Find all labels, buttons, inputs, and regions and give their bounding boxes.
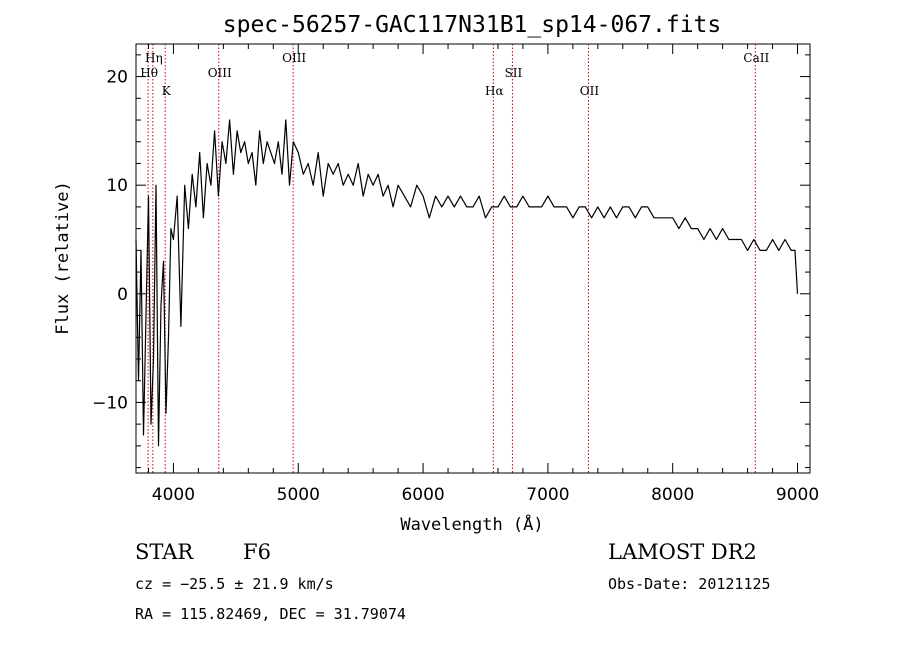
spectrum-trace xyxy=(135,119,799,447)
y-axis-ticks: 20 10 0 −10 xyxy=(92,54,810,469)
x-axis-label: Wavelength (Å) xyxy=(400,513,543,535)
spectral-line-label: Hη xyxy=(145,51,163,65)
y-tick-label: −10 xyxy=(92,393,128,413)
spectral-line-label: K xyxy=(162,84,172,98)
x-tick-label: 9000 xyxy=(776,485,819,505)
spectral-line-label: OII xyxy=(580,84,600,98)
spectral-line-label: SII xyxy=(505,66,523,80)
plot-border xyxy=(135,43,811,474)
coordinates-text: RA = 115.82469, DEC = 31.79074 xyxy=(135,605,406,623)
spectral-line-label: Hθ xyxy=(140,66,158,80)
x-tick-label: 7000 xyxy=(526,485,569,505)
y-tick-label: 20 xyxy=(106,68,128,88)
x-tick-label: 8000 xyxy=(651,485,694,505)
survey-name: LAMOST DR2 xyxy=(608,540,757,564)
spectrum-line xyxy=(135,119,799,447)
plot-frame xyxy=(135,43,811,474)
x-tick-label: 4000 xyxy=(152,485,195,505)
x-tick-label: 5000 xyxy=(277,485,320,505)
y-tick-label: 10 xyxy=(106,176,128,196)
observation-date: Obs-Date: 20121125 xyxy=(608,575,771,593)
x-tick-label: 6000 xyxy=(401,485,444,505)
chart-title: spec-56257-GAC117N31B1_sp14-067.fits xyxy=(223,12,722,38)
spectral-line-label: CaII xyxy=(743,51,769,65)
object-class: STAR xyxy=(135,540,194,564)
y-axis-label: Flux (relative) xyxy=(53,181,73,335)
redshift-text: cz = −25.5 ± 21.9 km/s xyxy=(135,575,334,593)
spectral-line-markers xyxy=(147,44,756,473)
spectral-line-label: Hα xyxy=(485,84,504,98)
spectral-line-label: OIII xyxy=(282,51,306,65)
object-subclass: F6 xyxy=(243,540,271,564)
y-tick-label: 0 xyxy=(117,285,128,305)
x-axis-ticks: 4000 5000 6000 7000 8000 9000 xyxy=(147,44,819,505)
spectral-line-label: OIII xyxy=(208,66,232,80)
